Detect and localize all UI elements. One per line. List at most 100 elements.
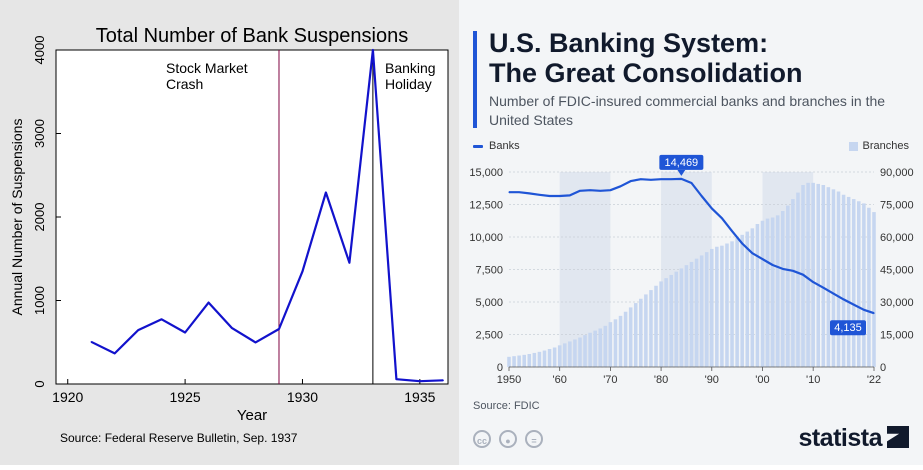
banks-point [721, 217, 723, 219]
suspensions-point [325, 191, 327, 194]
branches-bar [867, 207, 871, 367]
branches-bar [664, 278, 668, 367]
branches-bar [679, 268, 684, 367]
statista-logo[interactable]: statista [798, 424, 909, 453]
banks-point [782, 268, 784, 270]
suspensions-point [254, 341, 257, 344]
branches-bar [674, 271, 679, 367]
suspensions-point [207, 301, 210, 304]
x-axis-tick-label: '00 [755, 374, 769, 386]
branches-bar [639, 298, 643, 367]
banks-point [670, 178, 672, 180]
right-x-axis: 1950 '60 '70 '80 '90 '00 '10 '22 [497, 367, 881, 386]
suspensions-point [348, 262, 351, 264]
branches-bar [649, 290, 653, 367]
left-x-tick-label: 1930 [287, 389, 318, 405]
left-y-tick-label: 2000 [32, 203, 47, 232]
branches-bar [821, 185, 826, 367]
suspensions-point [184, 331, 186, 334]
suspensions-point [301, 270, 304, 272]
last-callout-box [830, 320, 866, 336]
branches-bar [780, 211, 785, 367]
banks-point [701, 195, 703, 197]
banks-point [548, 195, 551, 197]
last-callout-value: 4,135 [834, 322, 862, 334]
branches-bar [806, 182, 810, 367]
branches-legend-box-icon [848, 141, 858, 151]
right-chart-subtitle: Number of FDIC-insured commercial banks … [489, 93, 886, 128]
left-chart-title: Total Number of Bank Suspensions [96, 25, 408, 47]
banks-point [619, 185, 622, 187]
right-axis-tick-label: 90,000 [880, 167, 914, 179]
cc-icon[interactable]: cc [473, 430, 491, 448]
banks-point [518, 191, 520, 193]
right-axis-tick-label: 0 [880, 362, 886, 374]
banks-point [599, 190, 601, 192]
branches-bar [527, 354, 532, 367]
suspensions-point [90, 341, 92, 343]
branches-bar [811, 182, 815, 367]
right-axis-tick-label: 45,000 [880, 265, 914, 277]
left-chart-svg: Total Number of Bank Suspensions 0 1000 20… [9, 25, 449, 445]
left-axis-tick-label: 7,500 [475, 265, 503, 277]
branches-bar [770, 217, 775, 367]
branches-bar [750, 228, 755, 367]
banks-point [863, 309, 865, 311]
banks-point [630, 180, 632, 182]
x-axis-tick-label: 1950 [497, 374, 521, 386]
suspensions-point [231, 327, 233, 329]
right-title-line2: The Great Consolidation [489, 58, 803, 88]
branches-bar [857, 201, 861, 367]
branches-bar [608, 322, 613, 367]
branches-bar [786, 205, 790, 367]
branches-bar [816, 183, 821, 367]
left-y-tick-label: 0 [32, 380, 47, 387]
banks-point [640, 178, 642, 180]
legend-branches: Branches [848, 140, 909, 152]
equal-icon[interactable]: = [525, 430, 543, 448]
banks-point [528, 192, 530, 195]
legend-branches-label: Branches [862, 140, 909, 152]
peak-callout-value: 14,469 [665, 157, 699, 169]
statista-logo-icon [887, 426, 909, 448]
left-y-tick-label: 4000 [32, 36, 47, 65]
title-accent-bar [473, 31, 477, 128]
legend-banks: Banks [473, 140, 520, 152]
left-axis-tick-label: 2,500 [475, 330, 503, 342]
person-icon[interactable]: ● [499, 430, 517, 448]
branches-bar [826, 187, 831, 367]
right-title-line1: U.S. Banking System: [489, 28, 769, 58]
last-callout: 4,135 [830, 320, 866, 336]
left-y-axis-label: Annual Number of Suspensions [9, 119, 25, 316]
banks-point [741, 242, 743, 245]
branches-bar [557, 345, 562, 367]
left-axis-tick-label: 12,500 [469, 200, 503, 212]
banks-point [832, 292, 835, 295]
banks-point [761, 258, 764, 260]
suspensions-point [419, 380, 421, 382]
x-axis-tick-label: '60 [553, 374, 567, 386]
peak-callout-box [659, 154, 704, 170]
left-x-axis-label: Year [237, 407, 267, 424]
branches-bar [507, 356, 511, 367]
banks-point [772, 264, 774, 266]
banks-point [589, 189, 591, 191]
right-right-axis: 0 15,000 30,000 45,000 60,000 75,000 90,000 [880, 167, 914, 374]
right-left-axis: 0 2,500 5,000 7,500 10,000 12,500 15,000 [469, 167, 503, 374]
branches-bar [694, 258, 699, 367]
branches-bar [588, 332, 592, 367]
branches-bar [562, 343, 567, 367]
banks-point [802, 274, 804, 276]
branches-bar [836, 191, 841, 367]
banks-legend-line-icon [473, 144, 483, 148]
branches-bar [644, 294, 648, 367]
branches-bar [745, 231, 750, 367]
left-y-axis: 0 1000 2000 3000 4000 [32, 36, 61, 388]
x-axis-tick-label: '80 [654, 374, 668, 386]
banks-point [660, 178, 662, 180]
banks-point [650, 179, 652, 181]
branches-bar [547, 349, 552, 367]
branches-bar [862, 203, 866, 367]
banks-point [538, 194, 541, 196]
branches-bar [775, 215, 780, 367]
